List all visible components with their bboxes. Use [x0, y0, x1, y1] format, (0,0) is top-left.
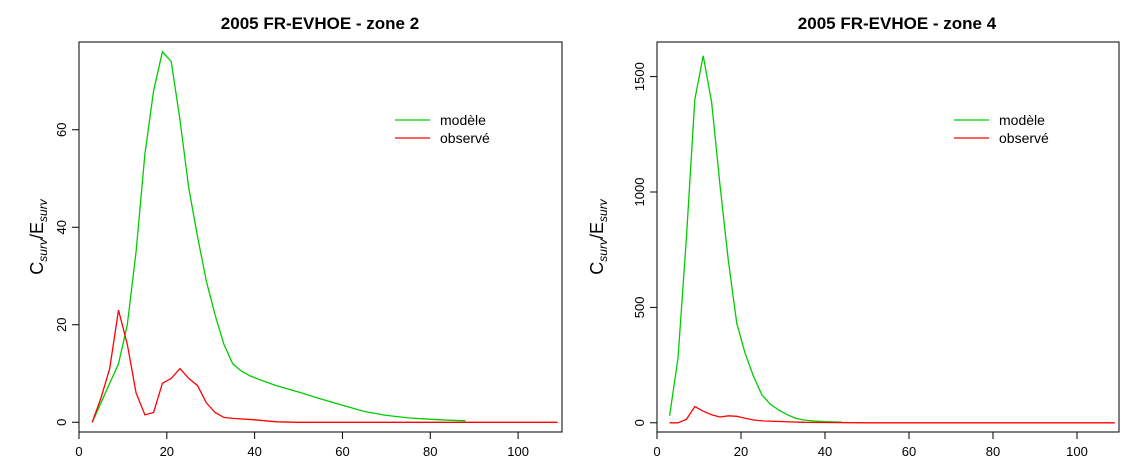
legend-label: observé [999, 130, 1049, 146]
y-axis-label: Csurv/Esurv [27, 198, 50, 274]
x-tick-label: 0 [653, 444, 660, 459]
x-tick-label: 100 [1066, 444, 1088, 459]
x-tick-label: 40 [247, 444, 261, 459]
y-tick-label: 60 [54, 123, 69, 137]
x-tick-label: 80 [423, 444, 437, 459]
plot-frame [656, 41, 1120, 433]
legend-label: observé [440, 130, 490, 146]
y-label-slash: / [587, 234, 607, 239]
y-label-slash: / [27, 234, 47, 239]
series-line-modele [668, 55, 842, 423]
x-tick-label: 0 [75, 444, 82, 459]
legend-label: modèle [999, 112, 1045, 128]
y-label-c: C [27, 262, 47, 275]
series-lines [91, 50, 558, 423]
series-line-modele [91, 50, 466, 423]
series-lines [668, 55, 1115, 424]
y-label-c-sub: surv [36, 238, 50, 262]
chart-title: 2005 FR-EVHOE - zone 4 [798, 14, 997, 33]
x-tick-label: 60 [335, 444, 349, 459]
y-label-e-sub: surv [36, 198, 50, 222]
x-tick-label: 60 [902, 444, 916, 459]
y-tick-label: 20 [54, 318, 69, 332]
y-label-c: C [587, 262, 607, 275]
legend: modèle observé [395, 112, 490, 146]
x-axis: 0 20 40 60 80 100 [75, 432, 529, 459]
x-tick-label: 20 [160, 444, 174, 459]
y-tick-label: 0 [632, 419, 647, 426]
series-line-observe [91, 309, 558, 423]
plot-frame [78, 41, 563, 433]
y-tick-label: 500 [632, 297, 647, 319]
y-label-e-sub: surv [596, 198, 610, 222]
svg-text:Csurv/Esurv: Csurv/Esurv [27, 198, 50, 274]
x-axis: 0 20 40 60 80 100 [653, 432, 1088, 459]
y-axis: 0 20 40 60 [54, 123, 79, 426]
x-tick-label: 40 [818, 444, 832, 459]
y-tick-label: 1000 [632, 178, 647, 207]
chart-title: 2005 FR-EVHOE - zone 2 [221, 14, 419, 33]
y-tick-label: 0 [54, 419, 69, 426]
series-line-observe [669, 405, 1115, 424]
x-tick-label: 100 [507, 444, 529, 459]
y-tick-label: 40 [54, 220, 69, 234]
chart-panel-zone-4: 2005 FR-EVHOE - zone 4 Csurv/Esurv 0 20 40… [587, 14, 1120, 459]
svg-text:Csurv/Esurv: Csurv/Esurv [587, 198, 610, 274]
x-tick-label: 80 [986, 444, 1000, 459]
x-tick-label: 20 [734, 444, 748, 459]
legend-label: modèle [440, 112, 486, 128]
y-label-e: E [27, 222, 47, 234]
chart-panel-zone-2: 2005 FR-EVHOE - zone 2 Csurv/Esurv 0 20 40… [27, 14, 563, 459]
y-tick-label: 1500 [632, 62, 647, 91]
legend: modèle observé [954, 112, 1049, 146]
y-axis-label: Csurv/Esurv [587, 198, 610, 274]
y-label-c-sub: surv [596, 238, 610, 262]
y-axis: 0 500 1000 1500 [632, 62, 657, 426]
y-label-e: E [587, 222, 607, 234]
